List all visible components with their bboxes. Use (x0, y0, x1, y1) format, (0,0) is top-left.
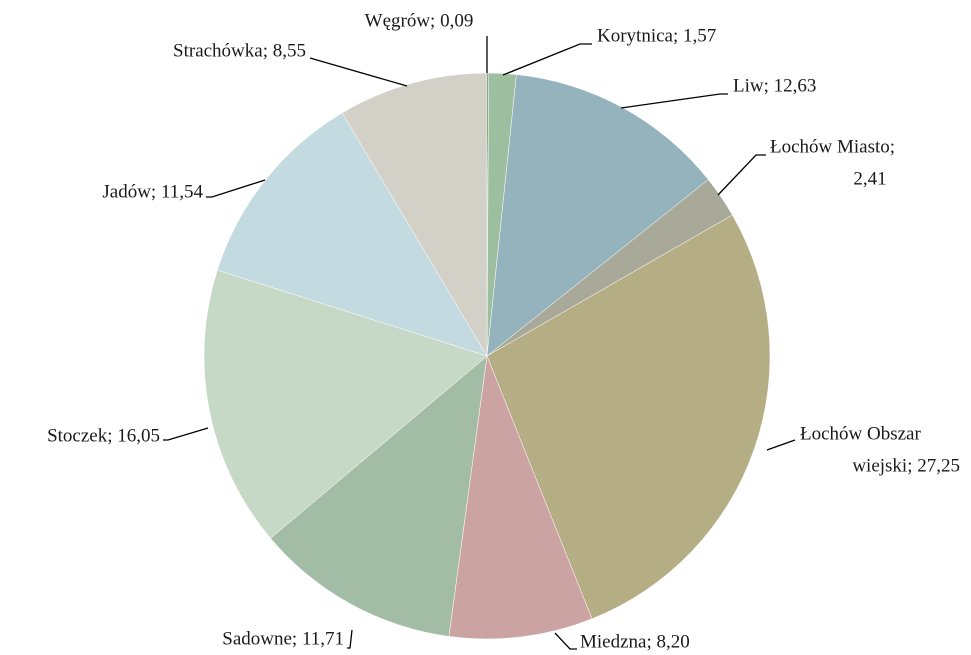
data-label: Stoczek; 16,05 (47, 425, 160, 446)
data-label: Łochów Obszar (800, 423, 921, 444)
leader-line (502, 43, 592, 76)
leader-line (206, 179, 266, 198)
leader-line (717, 154, 766, 196)
data-label: wiejski; 27,25 (852, 455, 960, 476)
data-label: Jadów; 11,54 (102, 181, 203, 202)
pie-slice (203, 269, 488, 539)
data-label: Łochów Miasto; (770, 136, 895, 157)
leader-line (309, 57, 408, 87)
leader-line (163, 427, 209, 441)
data-label: Sadowne; 11,71 (222, 628, 344, 649)
data-label: Miedzna; 8,20 (580, 631, 690, 652)
data-label: Węgrów; 0,09 (365, 10, 474, 31)
data-label: 2,41 (853, 168, 886, 189)
pie-slice (341, 72, 488, 357)
leader-line (620, 93, 728, 109)
data-label: Strachówka; 8,55 (173, 40, 306, 61)
pie-slice (270, 355, 488, 637)
leader-line (554, 632, 577, 650)
data-label: Korytnica; 1,57 (597, 25, 716, 46)
leader-line (347, 629, 353, 649)
pie-slice (217, 112, 488, 357)
leader-line (766, 439, 796, 451)
pie-slice (486, 214, 771, 620)
pie-slice (448, 355, 593, 640)
data-label: Liw; 12,63 (733, 75, 816, 96)
